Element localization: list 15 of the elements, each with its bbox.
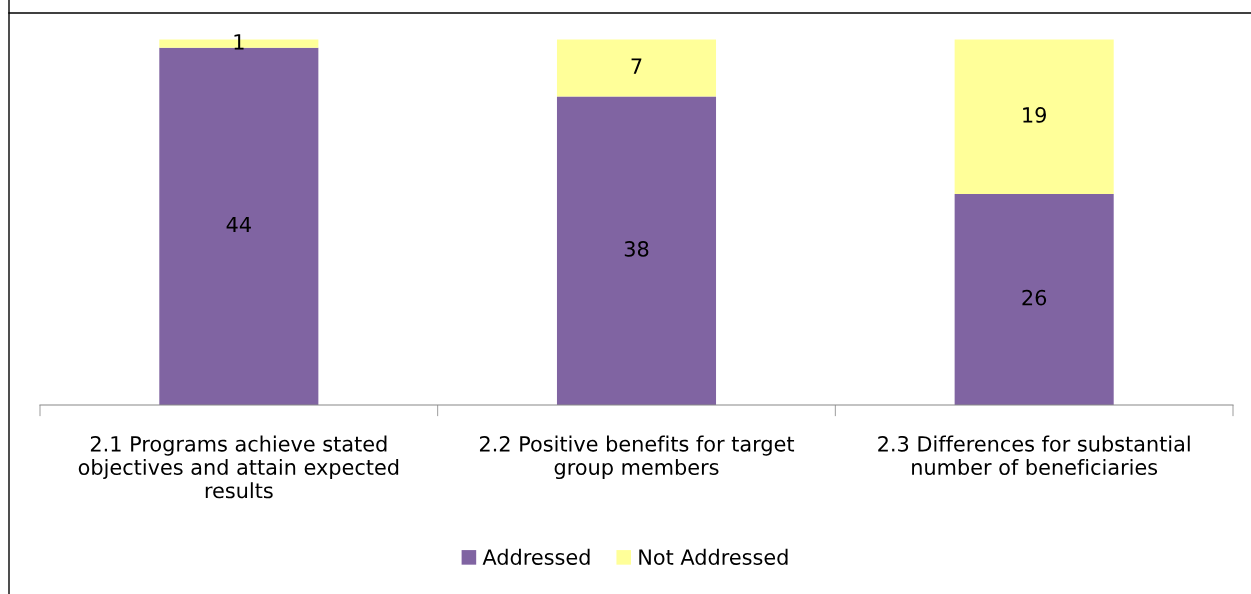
data-label: 44 bbox=[226, 216, 251, 233]
legend-label: Addressed bbox=[482, 548, 590, 565]
x-tick-label: 2.2 Positive benefits for target group members bbox=[479, 435, 795, 480]
data-label: 38 bbox=[624, 241, 649, 257]
data-label: 26 bbox=[1022, 289, 1047, 306]
bar bbox=[556, 39, 717, 97]
bar bbox=[556, 96, 717, 405]
bar bbox=[954, 193, 1114, 405]
data-label: 1 bbox=[234, 34, 244, 50]
bar bbox=[954, 39, 1114, 194]
x-tick-label: 2.3 Differences for substantial number of beneficiaries bbox=[878, 435, 1190, 476]
legend-label: Not Addressed bbox=[639, 548, 788, 565]
data-label: 19 bbox=[1023, 107, 1046, 123]
x-tick-label: 2.1 Programs achieve stated objectives and attain expected results bbox=[78, 435, 399, 499]
data-label: 7 bbox=[631, 58, 642, 74]
